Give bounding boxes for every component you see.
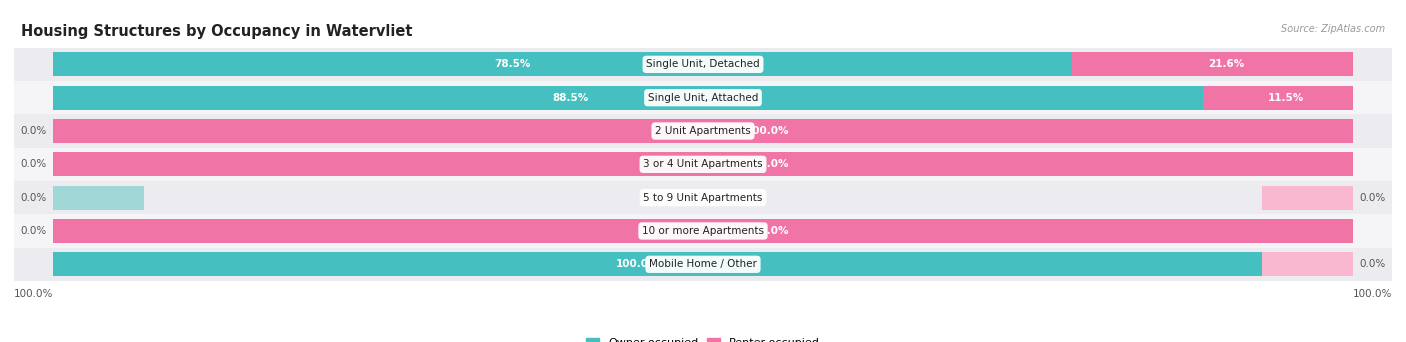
- Text: Mobile Home / Other: Mobile Home / Other: [650, 259, 756, 269]
- Text: 100.0%: 100.0%: [747, 226, 790, 236]
- Bar: [53, 119, 1353, 143]
- Bar: [53, 219, 143, 243]
- Bar: [53, 219, 1353, 243]
- Bar: [53, 252, 1353, 276]
- Text: Housing Structures by Occupancy in Watervliet: Housing Structures by Occupancy in Water…: [21, 24, 412, 39]
- Text: 0.0%: 0.0%: [20, 193, 46, 203]
- Legend: Owner-occupied, Renter-occupied: Owner-occupied, Renter-occupied: [581, 333, 825, 342]
- Bar: [1073, 52, 1353, 76]
- Text: 11.5%: 11.5%: [1268, 93, 1303, 103]
- Text: 100.0%: 100.0%: [747, 126, 790, 136]
- Text: 2 Unit Apartments: 2 Unit Apartments: [655, 126, 751, 136]
- Bar: [14, 148, 1392, 181]
- Bar: [1263, 252, 1353, 276]
- Text: 100.0%: 100.0%: [1353, 289, 1392, 299]
- Text: Single Unit, Attached: Single Unit, Attached: [648, 93, 758, 103]
- Bar: [53, 152, 143, 176]
- Bar: [14, 48, 1392, 81]
- Bar: [14, 81, 1392, 114]
- Text: 0.0%: 0.0%: [1360, 193, 1386, 203]
- Text: 21.6%: 21.6%: [1209, 60, 1244, 69]
- Text: 0.0%: 0.0%: [20, 226, 46, 236]
- Text: 0.0%: 0.0%: [20, 126, 46, 136]
- Text: Single Unit, Detached: Single Unit, Detached: [647, 60, 759, 69]
- Bar: [53, 152, 1353, 176]
- Bar: [1263, 186, 1353, 210]
- Bar: [53, 186, 143, 210]
- Bar: [53, 119, 143, 143]
- Text: 78.5%: 78.5%: [494, 60, 530, 69]
- Bar: [14, 114, 1392, 148]
- Bar: [1204, 86, 1353, 110]
- Bar: [14, 181, 1392, 214]
- Text: 0.0%: 0.0%: [1360, 259, 1386, 269]
- Bar: [14, 214, 1392, 248]
- Text: Source: ZipAtlas.com: Source: ZipAtlas.com: [1281, 24, 1385, 34]
- Text: 10 or more Apartments: 10 or more Apartments: [643, 226, 763, 236]
- Text: 5 to 9 Unit Apartments: 5 to 9 Unit Apartments: [644, 193, 762, 203]
- Text: 100.0%: 100.0%: [14, 289, 53, 299]
- Text: 88.5%: 88.5%: [553, 93, 589, 103]
- Bar: [53, 86, 1204, 110]
- Bar: [53, 52, 1073, 76]
- Text: 100.0%: 100.0%: [616, 259, 659, 269]
- Text: 3 or 4 Unit Apartments: 3 or 4 Unit Apartments: [643, 159, 763, 169]
- Text: 0.0%: 0.0%: [20, 159, 46, 169]
- Text: 100.0%: 100.0%: [747, 159, 790, 169]
- Bar: [14, 248, 1392, 281]
